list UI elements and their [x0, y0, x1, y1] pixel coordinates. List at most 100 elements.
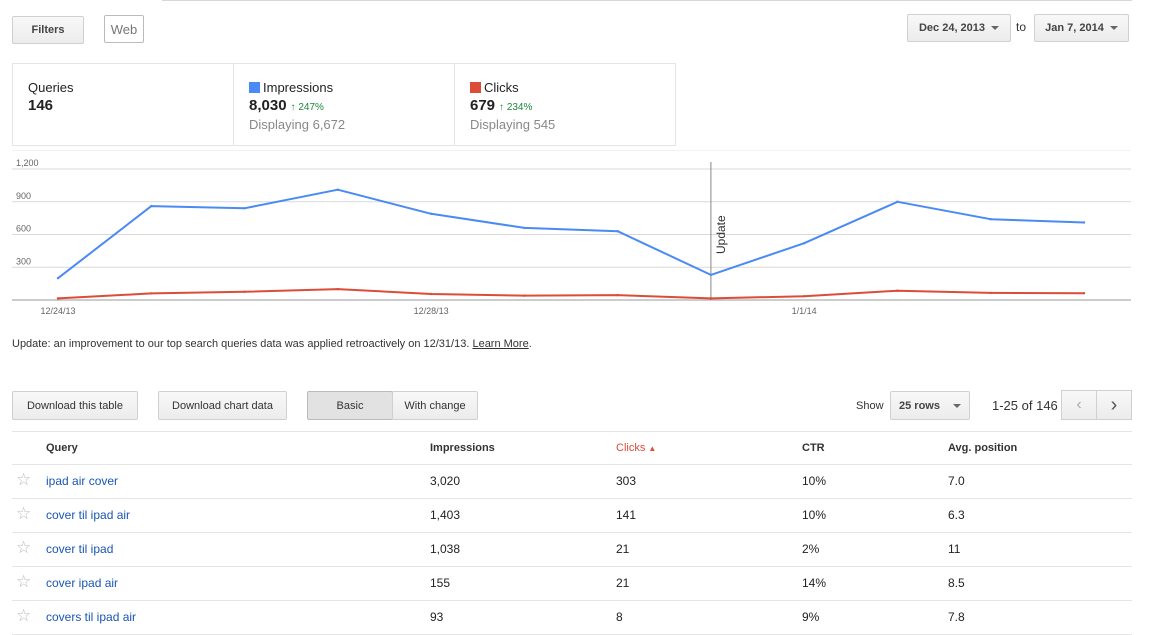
tab-basic-label: Basic — [336, 399, 364, 412]
query-link[interactable]: ipad air cover — [46, 474, 119, 488]
performance-chart[interactable]: 1,200 900 600 300 Update 12/24/13 12/28/13 1/1/… — [0, 150, 1174, 320]
impressions-change-value: 247% — [298, 102, 324, 113]
ctr-cell: 2% — [802, 542, 820, 556]
impressions-cell: 3,020 — [430, 474, 461, 488]
summary-queries: Queries 146 — [13, 64, 234, 145]
date-to-value: Jan 7, 2014 — [1045, 22, 1104, 34]
data-point-impressions — [616, 230, 619, 233]
update-note-trail: . — [528, 338, 532, 350]
data-point-impressions — [802, 242, 806, 245]
data-point-impressions — [523, 226, 526, 230]
data-point-impressions — [1082, 221, 1086, 224]
filters-label: Filters — [31, 24, 65, 36]
date-to-select[interactable]: Jan 7, 2014 — [1034, 14, 1129, 42]
impressions-displaying: Displaying 6,672 — [249, 117, 346, 132]
data-point-clicks — [1082, 292, 1086, 295]
data-point-clicks — [56, 297, 60, 300]
download-chart-button[interactable]: Download chart data — [158, 391, 287, 420]
clicks-label: Clicks — [484, 80, 519, 95]
ctr-cell: 14% — [802, 576, 827, 590]
show-label: Show — [856, 400, 884, 412]
update-note-text: Update: an improvement to our top search… — [12, 338, 470, 350]
chevron-left-icon: ‹ — [1076, 396, 1082, 413]
star-icon[interactable]: ☆ — [16, 572, 32, 591]
header-clicks[interactable]: Clicks ▲ — [616, 442, 656, 454]
y-tick-label: 600 — [16, 224, 31, 234]
y-tick-label: 1,200 — [16, 158, 39, 168]
header-clicks-label: Clicks — [616, 442, 646, 454]
tab-basic[interactable]: Basic — [307, 391, 393, 420]
summary-impressions[interactable]: Impressions 8,030 ↑ 247% Displaying 6,67… — [234, 64, 455, 145]
chevron-right-icon: › — [1110, 393, 1118, 416]
data-point-clicks — [523, 294, 526, 297]
download-chart-label: Download chart data — [172, 399, 273, 412]
tab-with-change-label: With change — [404, 399, 466, 412]
update-marker-label: Update — [714, 215, 728, 254]
summary-clicks[interactable]: Clicks 679 ↑ 234% Displaying 545 — [455, 64, 676, 145]
rows-select[interactable]: 25 rows — [890, 391, 970, 420]
impressions-cell: 93 — [430, 610, 444, 624]
chevron-down-icon — [953, 403, 961, 408]
clicks-change: ↑ 234% — [499, 102, 532, 113]
data-point-clicks — [150, 292, 153, 295]
data-point-impressions — [989, 218, 992, 221]
top-divider — [162, 0, 1132, 1]
star-icon[interactable]: ☆ — [16, 606, 32, 625]
clicks-cell: 141 — [616, 508, 637, 522]
header-avg-position[interactable]: Avg. position — [948, 442, 1018, 454]
sort-asc-icon: ▲ — [648, 444, 657, 453]
learn-more-link[interactable]: Learn More — [472, 338, 529, 350]
arrow-up-icon: ↑ — [290, 102, 296, 113]
header-ctr[interactable]: CTR — [802, 442, 825, 454]
impressions-cell: 155 — [430, 576, 451, 590]
next-page-button[interactable]: › — [1096, 390, 1132, 420]
query-link[interactable]: cover til ipad air — [46, 508, 131, 522]
header-query[interactable]: Query — [46, 442, 78, 454]
clicks-cell: 303 — [616, 474, 637, 488]
impressions-value-wrap: 8,030 ↑ 247% — [249, 97, 324, 114]
download-table-label: Download this table — [26, 399, 123, 412]
data-point-clicks — [989, 291, 992, 295]
data-point-impressions — [243, 207, 246, 210]
table-row: ☆ cover til ipad air 1,403 141 10% 6.3 — [12, 499, 1132, 533]
queries-value: 146 — [28, 97, 54, 114]
clicks-value-wrap: 679 ↑ 234% — [470, 97, 532, 114]
clicks-cell: 21 — [616, 542, 630, 556]
download-table-button[interactable]: Download this table — [12, 391, 138, 420]
ctr-cell: 9% — [802, 610, 820, 624]
star-icon[interactable]: ☆ — [16, 504, 32, 523]
tab-with-change[interactable]: With change — [392, 391, 478, 420]
data-point-impressions — [56, 276, 60, 280]
x-tick-label: 12/24/13 — [40, 306, 75, 316]
clicks-cell: 8 — [616, 610, 623, 624]
date-from-select[interactable]: Dec 24, 2013 — [907, 14, 1011, 42]
arrow-up-icon: ↑ — [499, 102, 505, 113]
query-link[interactable]: cover ipad air — [46, 576, 119, 590]
header-impressions[interactable]: Impressions — [430, 442, 495, 454]
star-icon[interactable]: ☆ — [16, 538, 32, 557]
prev-page-button[interactable]: ‹ — [1061, 390, 1097, 420]
filters-button[interactable]: Filters — [12, 16, 84, 44]
table-header: Query Impressions Clicks ▲ CTR Avg. posi… — [12, 431, 1132, 465]
x-tick-label: 12/28/13 — [414, 306, 449, 316]
avg-position-cell: 7.8 — [948, 610, 965, 624]
data-point-clicks — [616, 293, 619, 297]
impressions-swatch — [249, 82, 260, 93]
impressions-label: Impressions — [263, 80, 334, 95]
clicks-value: 679 — [470, 97, 496, 114]
query-link[interactable]: covers til ipad air — [46, 610, 137, 624]
x-tick-label: 1/1/14 — [792, 306, 817, 316]
data-point-impressions — [709, 273, 713, 277]
table-row: ☆ ipad air cover 3,020 303 10% 7.0 — [12, 465, 1132, 499]
clicks-swatch — [470, 82, 481, 93]
query-link[interactable]: cover til ipad — [46, 542, 114, 556]
clicks-label-wrap: Clicks — [470, 80, 519, 95]
ctr-cell: 10% — [802, 508, 827, 522]
star-icon[interactable]: ☆ — [16, 470, 32, 489]
web-label: Web — [110, 21, 138, 37]
web-filter-chip[interactable]: Web — [104, 15, 144, 43]
data-point-clicks — [243, 290, 246, 294]
avg-position-cell: 11 — [948, 542, 961, 556]
clicks-change-value: 234% — [506, 102, 533, 113]
impressions-cell: 1,038 — [430, 542, 461, 556]
